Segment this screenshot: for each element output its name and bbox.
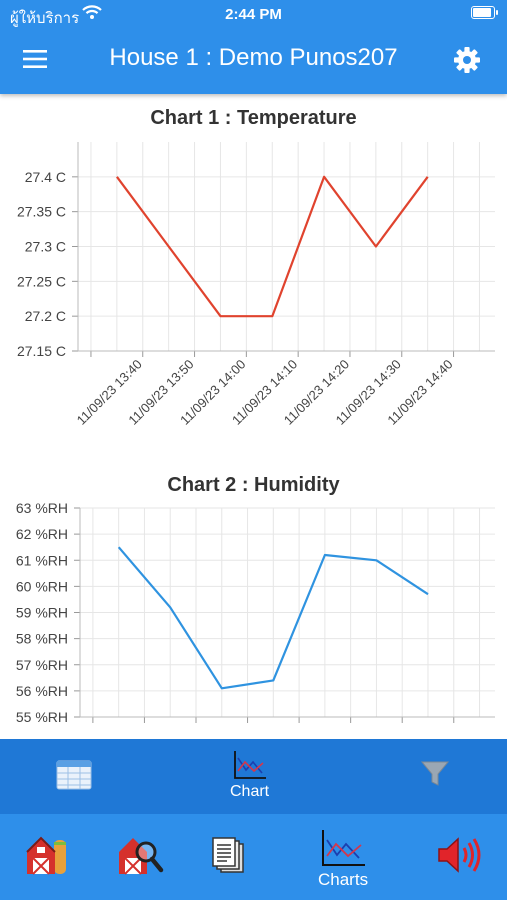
y-tick-label: 60 %RH bbox=[16, 578, 68, 594]
tab-filter[interactable] bbox=[420, 760, 450, 788]
hamburger-icon bbox=[23, 50, 47, 53]
filter-icon bbox=[420, 761, 450, 786]
battery-icon bbox=[471, 6, 498, 19]
y-tick-label: 27.25 C bbox=[17, 273, 66, 289]
tab-house-search[interactable] bbox=[116, 834, 164, 876]
y-tick-label: 27.4 C bbox=[25, 169, 66, 185]
speaker-icon bbox=[438, 837, 481, 873]
y-tick-label: 62 %RH bbox=[16, 526, 68, 542]
status-time: 2:44 PM bbox=[225, 6, 282, 23]
y-tick-label: 55 %RH bbox=[16, 709, 68, 725]
humidity-chart: 63 %RH 62 %RH 61 %RH 60 %RH 59 %RH 58 %RH 57 %… bbox=[16, 500, 495, 725]
y-tick-label: 61 %RH bbox=[16, 552, 68, 568]
status-bar: ผู้ให้บริการ 2:44 PM bbox=[0, 0, 507, 30]
y-tick-label: 27.3 C bbox=[25, 239, 66, 255]
app-bar: ผู้ให้บริการ 2:44 PM House 1 : Demo Puno… bbox=[0, 0, 507, 94]
tab-sound[interactable] bbox=[436, 836, 486, 874]
tab-table[interactable] bbox=[56, 760, 92, 790]
table-icon bbox=[56, 760, 92, 790]
y-tick-label: 59 %RH bbox=[16, 605, 68, 621]
tab-documents[interactable] bbox=[212, 836, 246, 874]
y-tick-label: 56 %RH bbox=[16, 683, 68, 699]
y-tick-label: 27.15 C bbox=[17, 343, 66, 359]
barn-search-icon bbox=[119, 838, 164, 875]
chart-2-title: Chart 2 : Humidity bbox=[167, 474, 340, 496]
documents-icon bbox=[212, 837, 244, 873]
page-title: House 1 : Demo Punos207 bbox=[109, 44, 398, 71]
y-tick-label: 27.35 C bbox=[17, 204, 66, 220]
y-tick-label: 27.2 C bbox=[25, 308, 66, 324]
chart-1-title: Chart 1 : Temperature bbox=[150, 107, 357, 129]
temperature-chart: 27.4 C27.35 C27.3 C27.25 C27.2 C27.15 C1… bbox=[17, 142, 495, 428]
settings-button[interactable] bbox=[453, 46, 481, 74]
gear-icon bbox=[454, 47, 480, 73]
tab-charts-label: Charts bbox=[318, 870, 369, 889]
tab-charts[interactable]: Charts bbox=[318, 828, 368, 890]
main-tab-bar: Charts bbox=[0, 814, 507, 900]
wifi-icon bbox=[82, 5, 102, 19]
barn-icon bbox=[26, 836, 66, 875]
tab-chart-label: Chart bbox=[230, 783, 270, 800]
tab-chart[interactable]: Chart bbox=[230, 749, 269, 801]
chart-icon bbox=[233, 751, 266, 779]
tab-houses[interactable] bbox=[24, 834, 70, 876]
y-tick-label: 57 %RH bbox=[16, 657, 68, 673]
y-tick-label: 58 %RH bbox=[16, 631, 68, 647]
view-tab-bar: Chart bbox=[0, 739, 507, 814]
menu-button[interactable] bbox=[22, 46, 48, 72]
charts-icon bbox=[322, 830, 366, 866]
carrier-label: ผู้ให้บริการ bbox=[10, 10, 80, 27]
y-tick-label: 63 %RH bbox=[16, 500, 68, 516]
